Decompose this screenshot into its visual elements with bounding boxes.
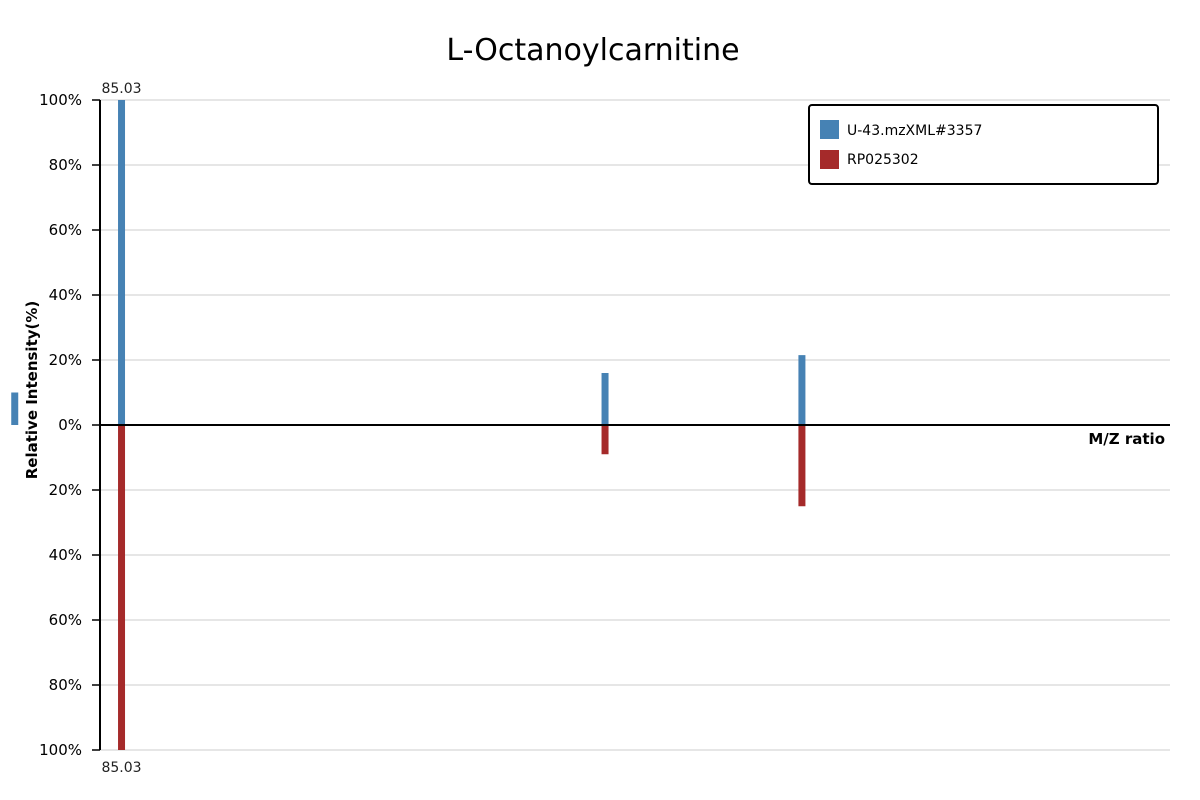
y-tick-label: 80%	[49, 156, 82, 174]
legend-label-sample: U-43.mzXML#3357	[847, 123, 982, 139]
legend: U-43.mzXML#3357 RP025302	[808, 104, 1159, 185]
sample-peak-bar	[11, 392, 19, 425]
chart-title: L-Octanoylcarnitine	[446, 33, 739, 68]
grid-lines	[100, 99, 1170, 751]
y-tick-label: 60%	[49, 221, 82, 239]
y-tick-label: 100%	[39, 741, 82, 759]
reference-peak-bar	[118, 425, 126, 750]
y-axis-label: Relative Intensity(%)	[23, 301, 41, 480]
reference-peak-bar	[798, 425, 806, 507]
legend-label-reference: RP025302	[847, 152, 919, 168]
y-tick-label: 100%	[39, 91, 82, 109]
reference-peak-label: 85.03	[101, 760, 141, 776]
y-tick-label: 40%	[49, 286, 82, 304]
sample-peak-bar	[601, 373, 609, 425]
legend-swatch-reference	[820, 150, 839, 169]
x-axis-label: M/Z ratio	[1088, 430, 1165, 448]
legend-swatch-sample	[820, 120, 839, 139]
y-tick-label: 40%	[49, 546, 82, 564]
sample-peak-bar	[798, 355, 806, 425]
y-tick-label: 80%	[49, 676, 82, 694]
y-tick-label: 60%	[49, 611, 82, 629]
y-tick-label: 20%	[49, 351, 82, 369]
y-tick-label: 20%	[49, 481, 82, 499]
y-tick-label: 0%	[58, 416, 82, 434]
peak-labels: 85.03 85.03	[101, 81, 141, 776]
sample-peak-label: 85.03	[101, 81, 141, 97]
peak-bars	[11, 100, 806, 750]
legend-box	[808, 104, 1159, 185]
y-axis-ticks: 100% 80% 60% 40% 20% 0% 20% 40% 60% 80% 100%	[39, 91, 100, 759]
sample-peak-bar	[118, 100, 126, 425]
reference-peak-bar	[601, 425, 609, 455]
